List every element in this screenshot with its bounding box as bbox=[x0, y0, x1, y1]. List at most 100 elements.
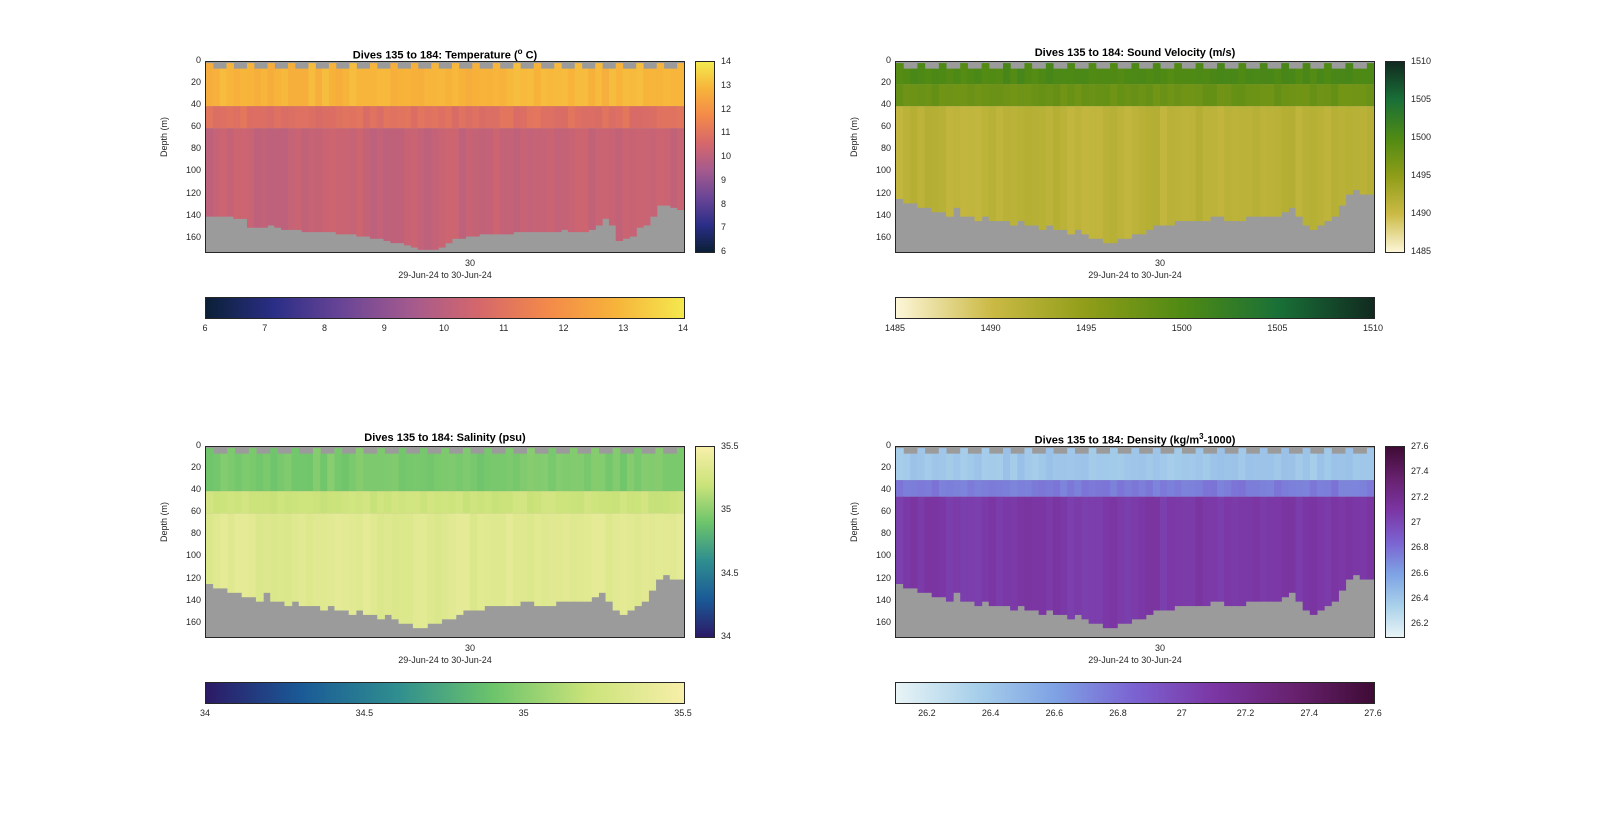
heatmap-cell bbox=[1295, 480, 1304, 497]
heatmap-cell bbox=[1252, 106, 1261, 217]
heatmap-cell bbox=[320, 453, 328, 492]
heatmap-cell bbox=[1024, 480, 1033, 497]
heatmap-cell bbox=[431, 63, 439, 107]
heatmap-cell bbox=[1010, 453, 1018, 481]
y-tick-label: 0 bbox=[885, 440, 891, 450]
heatmap-cell bbox=[634, 448, 642, 492]
heatmap-cell bbox=[1281, 496, 1289, 598]
heatmap-cell bbox=[1117, 84, 1125, 107]
heatmap-cell bbox=[1352, 480, 1361, 497]
heatmap-cell bbox=[1345, 448, 1354, 481]
heatmap-cell bbox=[981, 84, 990, 107]
heatmap-cell bbox=[322, 68, 330, 107]
heatmap-cell bbox=[591, 448, 599, 492]
y-tick-label: 140 bbox=[875, 594, 891, 605]
colorbar-tick-label: 1505 bbox=[1411, 94, 1432, 104]
heatmap-cell bbox=[1159, 106, 1168, 226]
heatmap-cell bbox=[1167, 453, 1175, 481]
heatmap-cell bbox=[1174, 448, 1182, 481]
heatmap-cell bbox=[1274, 106, 1282, 217]
heatmap-cell bbox=[1081, 68, 1090, 85]
heatmap-cell bbox=[213, 491, 221, 514]
heatmap-cell bbox=[612, 491, 621, 514]
heatmap-cell bbox=[588, 68, 596, 107]
heatmap-cell bbox=[1052, 480, 1061, 497]
heatmap-cell bbox=[1159, 480, 1168, 497]
heatmap-cell bbox=[281, 106, 289, 129]
heatmap-cell bbox=[1110, 106, 1118, 244]
heatmap-cell bbox=[1003, 106, 1011, 222]
heatmap-cell bbox=[995, 106, 1004, 222]
heatmap-cell bbox=[1088, 448, 1097, 481]
heatmap-cell bbox=[669, 491, 678, 514]
heatmap-cell bbox=[1010, 480, 1018, 497]
colorbar-tick-label: 13 bbox=[618, 323, 629, 333]
heatmap-cell bbox=[938, 448, 947, 481]
heatmap-cell bbox=[1131, 496, 1140, 620]
y-tick-label: 60 bbox=[190, 506, 201, 517]
heatmap-cell bbox=[1274, 453, 1282, 481]
heatmap-cell bbox=[988, 68, 997, 85]
heatmap-cell bbox=[270, 448, 278, 492]
heatmap-cell bbox=[663, 128, 671, 206]
heatmap-cell bbox=[369, 128, 378, 239]
heatmap-cell bbox=[1038, 84, 1047, 107]
heatmap-cell bbox=[534, 513, 542, 607]
heatmap-cell bbox=[1031, 480, 1040, 497]
heatmap-cell bbox=[491, 453, 500, 492]
colorbar-tick-label: 6 bbox=[202, 323, 208, 333]
heatmap-cell bbox=[595, 128, 603, 226]
chart-title: Dives 135 to 184: Density (kg/m3-1000) bbox=[1034, 432, 1236, 447]
temperature-heatmap bbox=[205, 61, 685, 253]
heatmap-cell bbox=[1238, 63, 1247, 85]
heatmap-cell bbox=[1038, 496, 1047, 615]
heatmap-cell bbox=[348, 491, 357, 514]
heatmap-cell bbox=[1359, 496, 1368, 580]
heatmap-cell bbox=[655, 491, 664, 514]
heatmap-cell bbox=[255, 513, 264, 602]
heatmap-cell bbox=[355, 491, 364, 514]
heatmap-cell bbox=[1052, 84, 1061, 107]
heatmap-cell bbox=[574, 128, 583, 233]
heatmap-cell bbox=[910, 84, 918, 107]
heatmap-cell bbox=[1145, 496, 1154, 615]
heatmap-cell bbox=[626, 491, 635, 514]
heatmap-cell bbox=[649, 106, 658, 129]
heatmap-cell bbox=[226, 128, 234, 217]
heatmap-cell bbox=[988, 453, 997, 481]
heatmap-cell bbox=[240, 128, 248, 219]
heatmap-cell bbox=[1217, 106, 1225, 217]
heatmap-cell bbox=[445, 106, 453, 129]
y-tick-label: 20 bbox=[190, 462, 201, 473]
heatmap-cell bbox=[938, 84, 947, 107]
heatmap-cell bbox=[554, 128, 562, 233]
heatmap-cell bbox=[670, 106, 678, 129]
heatmap-cell bbox=[505, 491, 514, 514]
colorbar-tick-label: 35.5 bbox=[721, 441, 739, 451]
heatmap-cell bbox=[622, 128, 630, 239]
heatmap-cell bbox=[588, 106, 596, 129]
heatmap-cell bbox=[220, 513, 228, 589]
heatmap-cell bbox=[1331, 453, 1339, 481]
heatmap-cell bbox=[390, 128, 398, 244]
heatmap-cell bbox=[404, 68, 412, 107]
heatmap-cell bbox=[1081, 453, 1090, 481]
heatmap-cell bbox=[298, 491, 307, 514]
heatmap-cell bbox=[477, 491, 485, 514]
heatmap-cell bbox=[274, 106, 282, 129]
heatmap-cell bbox=[363, 106, 371, 129]
x-tick-label: 30 bbox=[464, 258, 476, 268]
heatmap-cell bbox=[662, 453, 671, 492]
heatmap-cell bbox=[448, 513, 457, 620]
heatmap-cell bbox=[619, 513, 628, 615]
heatmap-cell bbox=[967, 84, 976, 107]
heatmap-cell bbox=[938, 106, 947, 213]
heatmap-cell bbox=[1060, 453, 1068, 481]
heatmap-cell bbox=[591, 491, 599, 514]
heatmap-cell bbox=[1252, 68, 1261, 85]
heatmap-cell bbox=[213, 453, 221, 492]
heatmap-cell bbox=[287, 106, 296, 129]
heatmap-cell bbox=[584, 453, 592, 492]
heatmap-cell bbox=[1359, 106, 1368, 195]
heatmap-cell bbox=[335, 128, 344, 235]
